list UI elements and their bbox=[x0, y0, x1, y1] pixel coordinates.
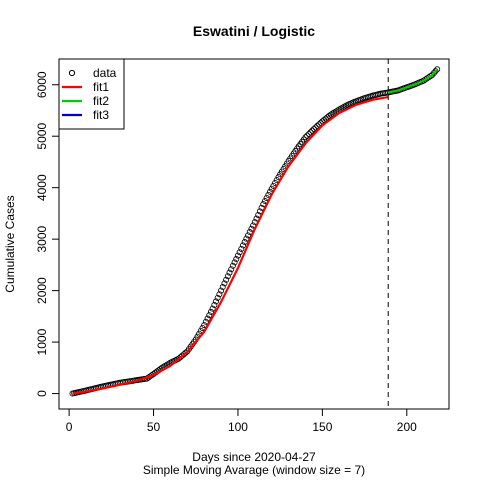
data-point bbox=[432, 68, 439, 75]
data-point bbox=[305, 130, 312, 137]
data-point bbox=[427, 73, 434, 80]
x-tick-label: 50 bbox=[147, 420, 161, 434]
data-point bbox=[216, 291, 223, 298]
data-point bbox=[213, 298, 220, 305]
x-tick-label: 100 bbox=[228, 420, 248, 434]
data-point bbox=[236, 249, 243, 256]
data-point bbox=[310, 126, 317, 133]
y-tick-label: 4000 bbox=[35, 174, 49, 201]
legend-box bbox=[58, 58, 125, 130]
legend-fit3-label: fit3 bbox=[93, 108, 109, 122]
legend-data-label: data bbox=[93, 66, 117, 80]
y-tick-label: 5000 bbox=[35, 123, 49, 150]
data-point bbox=[223, 276, 230, 283]
data-point bbox=[207, 308, 214, 315]
data-point bbox=[302, 134, 309, 141]
legend-fit1-label: fit1 bbox=[93, 80, 109, 94]
data-point bbox=[209, 305, 216, 312]
data-point bbox=[219, 284, 226, 291]
series-fit2-line bbox=[388, 68, 439, 94]
x-tick-label: 0 bbox=[66, 420, 73, 434]
data-point bbox=[315, 121, 322, 128]
data-point bbox=[204, 315, 211, 322]
data-point bbox=[226, 269, 233, 276]
y-tick-label: 6000 bbox=[35, 71, 49, 98]
data-point bbox=[202, 318, 209, 325]
series-fit1-line bbox=[72, 96, 389, 395]
legend-fit2-label: fit2 bbox=[93, 94, 109, 108]
data-point bbox=[229, 262, 236, 269]
data-point bbox=[304, 132, 311, 139]
data-point bbox=[218, 287, 225, 294]
data-point bbox=[307, 129, 314, 136]
data-points bbox=[69, 66, 441, 397]
data-point bbox=[430, 70, 437, 77]
y-tick-label: 2000 bbox=[35, 277, 49, 304]
data-point bbox=[221, 280, 228, 287]
data-point bbox=[234, 252, 241, 259]
data-point bbox=[224, 273, 231, 280]
data-point bbox=[206, 312, 213, 319]
data-point bbox=[211, 302, 218, 309]
chart-title: Eswatini / Logistic bbox=[193, 23, 315, 39]
data-point bbox=[309, 127, 316, 134]
data-point bbox=[312, 124, 319, 131]
data-point bbox=[243, 235, 250, 242]
x-axis-label: Days since 2020-04-27 bbox=[192, 450, 316, 464]
data-point bbox=[331, 109, 338, 116]
data-point bbox=[197, 327, 204, 334]
data-point bbox=[238, 245, 245, 252]
y-axis-label: Cumulative Cases bbox=[3, 195, 17, 292]
data-point bbox=[332, 108, 339, 115]
y-tick-label: 0 bbox=[35, 390, 49, 397]
data-point bbox=[241, 239, 248, 246]
x-axis-sublabel: Simple Moving Avarage (window size = 7) bbox=[143, 463, 365, 477]
data-point bbox=[314, 122, 321, 129]
y-tick-label: 1000 bbox=[35, 328, 49, 355]
y-tick-label: 3000 bbox=[35, 225, 49, 252]
data-point bbox=[434, 66, 441, 73]
data-point bbox=[228, 266, 235, 273]
data-point bbox=[214, 294, 221, 301]
data-point bbox=[240, 242, 247, 249]
data-point bbox=[245, 232, 252, 239]
plot-frame bbox=[58, 58, 450, 410]
data-point bbox=[429, 71, 436, 78]
data-point bbox=[327, 111, 334, 118]
data-point bbox=[329, 110, 336, 117]
data-point bbox=[231, 259, 238, 266]
x-tick-label: 150 bbox=[312, 420, 332, 434]
data-point bbox=[182, 349, 189, 356]
legend-data-marker bbox=[68, 69, 76, 77]
data-point bbox=[233, 256, 240, 263]
x-tick-label: 200 bbox=[397, 420, 417, 434]
